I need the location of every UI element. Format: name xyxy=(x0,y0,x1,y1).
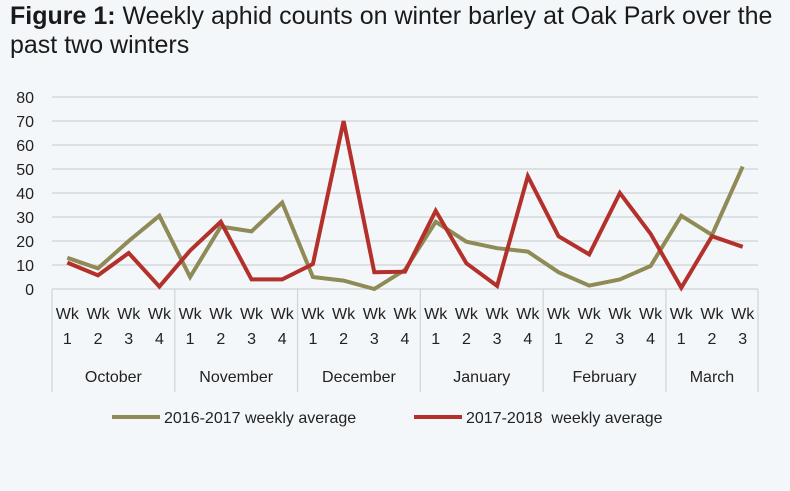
y-tick-label: 50 xyxy=(16,162,34,179)
x-tick-label-week: Wk xyxy=(516,306,540,323)
figure-label: Figure 1: xyxy=(10,2,116,30)
x-group-label: November xyxy=(199,369,273,386)
x-tick-label-number: 2 xyxy=(94,331,103,348)
y-tick-label: 80 xyxy=(16,90,34,107)
x-tick-label-number: 2 xyxy=(585,331,594,348)
x-tick-label-week: Wk xyxy=(179,306,203,323)
x-tick-label-week: Wk xyxy=(547,306,571,323)
x-tick-label-number: 1 xyxy=(677,331,686,348)
x-tick-label-week: Wk xyxy=(148,306,172,323)
x-tick-label-number: 3 xyxy=(493,331,502,348)
x-group-label: October xyxy=(85,369,143,386)
y-tick-label: 60 xyxy=(16,138,34,155)
x-tick-label-number: 1 xyxy=(63,331,72,348)
x-tick-label-number: 3 xyxy=(615,331,624,348)
x-tick-label-week: Wk xyxy=(670,306,694,323)
x-group-label: March xyxy=(690,369,734,386)
x-tick-label-week: Wk xyxy=(240,306,264,323)
y-tick-label: 70 xyxy=(16,114,34,131)
y-tick-label: 20 xyxy=(16,234,34,251)
x-tick-label-week: Wk xyxy=(578,306,602,323)
x-tick-label-number: 2 xyxy=(339,331,348,348)
x-tick-label-week: Wk xyxy=(455,306,479,323)
x-tick-label-number: 1 xyxy=(308,331,317,348)
x-tick-label-number: 2 xyxy=(216,331,225,348)
x-tick-label-week: Wk xyxy=(486,306,510,323)
figure-caption: Weekly aphid counts on winter barley at … xyxy=(10,2,773,59)
x-tick-label-week: Wk xyxy=(393,306,417,323)
y-tick-label: 10 xyxy=(16,258,34,275)
series-line-2 xyxy=(66,120,744,292)
x-tick-label-week: Wk xyxy=(639,306,663,323)
x-tick-label-number: 4 xyxy=(646,331,655,348)
legend-label-1: 2016-2017 weekly average xyxy=(164,410,356,427)
x-tick-label-number: 1 xyxy=(554,331,563,348)
x-tick-label-week: Wk xyxy=(731,306,755,323)
x-tick-label-number: 2 xyxy=(462,331,471,348)
x-tick-label-number: 4 xyxy=(401,331,410,348)
x-group-label: February xyxy=(573,369,637,386)
x-tick-label-number: 1 xyxy=(186,331,195,348)
x-tick-label-week: Wk xyxy=(86,306,110,323)
x-tick-label-week: Wk xyxy=(301,306,325,323)
y-tick-label: 30 xyxy=(16,210,34,227)
x-tick-label-week: Wk xyxy=(332,306,356,323)
x-tick-label-number: 3 xyxy=(247,331,256,348)
legend-label-2: 2017-2018 weekly average xyxy=(466,410,663,427)
x-group-label: December xyxy=(322,369,396,386)
x-tick-label-number: 3 xyxy=(370,331,379,348)
x-tick-label-week: Wk xyxy=(271,306,295,323)
x-tick-label-week: Wk xyxy=(700,306,724,323)
x-tick-label-week: Wk xyxy=(209,306,233,323)
x-tick-label-number: 2 xyxy=(708,331,717,348)
y-tick-label: 40 xyxy=(16,186,34,203)
x-tick-label-number: 4 xyxy=(155,331,164,348)
x-tick-label-week: Wk xyxy=(117,306,141,323)
x-tick-label-week: Wk xyxy=(608,306,632,323)
x-group-label: January xyxy=(453,369,510,386)
x-tick-label-number: 4 xyxy=(523,331,532,348)
x-tick-label-week: Wk xyxy=(424,306,448,323)
x-tick-label-number: 3 xyxy=(738,331,747,348)
x-tick-label-week: Wk xyxy=(363,306,387,323)
x-tick-label-number: 4 xyxy=(278,331,287,348)
chart-title: Figure 1: Weekly aphid counts on winter … xyxy=(10,2,790,60)
y-tick-label: 0 xyxy=(25,282,34,299)
x-tick-label-number: 1 xyxy=(431,331,440,348)
x-tick-label-number: 3 xyxy=(124,331,133,348)
x-tick-label-week: Wk xyxy=(56,306,80,323)
